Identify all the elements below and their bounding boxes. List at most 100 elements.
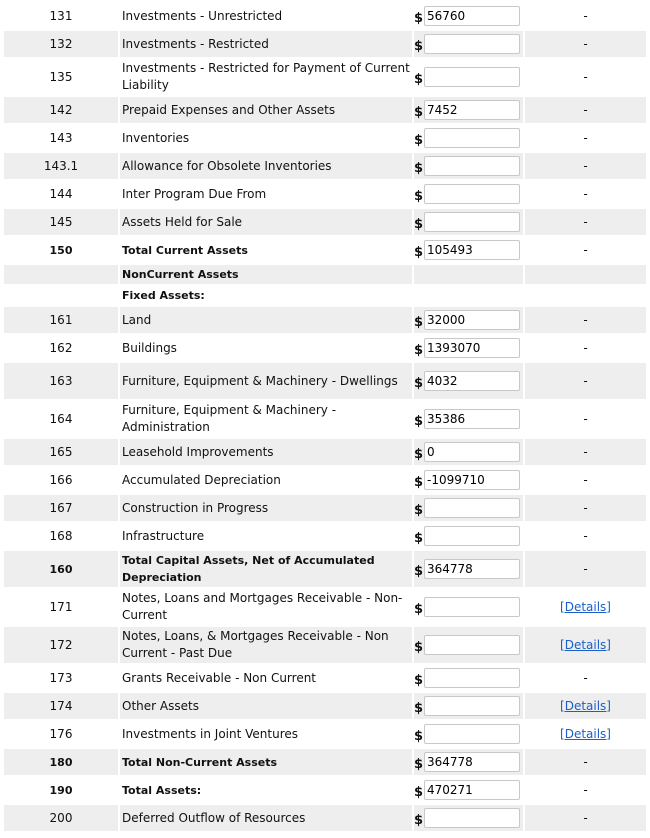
line-code: 167 [4,495,118,521]
dollar-sign: $ [414,446,424,462]
line-label: Assets Held for Sale [120,209,412,235]
action-cell: - [525,237,646,263]
amount-input[interactable] [424,635,520,655]
line-code: 160 [4,551,118,587]
amount-cell: $ [414,589,523,625]
amount-input[interactable] [424,724,520,744]
action-cell: - [525,153,646,179]
details-link[interactable]: [Details] [560,600,611,614]
amount-input[interactable] [424,67,520,87]
amount-input[interactable] [424,808,520,828]
amount-input[interactable] [424,498,520,518]
amount-input[interactable] [424,240,520,260]
action-cell: - [525,363,646,399]
dollar-sign: $ [414,474,424,490]
table-row: 171 Notes, Loans and Mortgages Receivable… [4,589,646,625]
amount-cell: $ [414,181,523,207]
amount-cell: $ [414,439,523,465]
amount-input[interactable] [424,184,520,204]
line-code: 166 [49,473,73,487]
line-label: Accumulated Depreciation [122,472,281,487]
table-row: 150 Total Current Assets $ - [4,237,646,263]
amount-input[interactable] [424,310,520,330]
empty-cell [414,265,523,284]
amount-cell: $ [414,495,523,521]
amount-input[interactable] [424,752,520,772]
action-cell: - [525,401,646,437]
action-cell: [Details] [525,627,646,663]
dollar-sign: $ [414,375,424,391]
amount-cell: $ [414,307,523,333]
details-link[interactable]: [Details] [560,638,611,652]
table-row: 167 Construction in Progress $ - [4,495,646,521]
line-code: 168 [49,529,73,543]
table-row: 131 Investments - Unrestricted $ - [4,3,646,29]
amount-input[interactable] [424,212,520,232]
amount-input[interactable] [424,696,520,716]
details-link[interactable]: [Details] [560,699,611,713]
line-label: Grants Receivable - Non Current [122,670,317,685]
no-action-dash: - [583,671,588,685]
dollar-sign: $ [414,563,424,579]
action-cell: [Details] [525,693,646,719]
table-row: 174 Other Assets $ [Details] [4,693,646,719]
amount-cell: $ [414,59,523,95]
amount-input[interactable] [424,409,520,429]
line-code: 143.1 [4,153,118,179]
amount-input[interactable] [424,559,520,579]
table-row: 135 Investments - Restricted for Payment … [4,59,646,95]
details-link[interactable]: [Details] [560,727,611,741]
line-label: Leasehold Improvements [120,439,412,465]
amount-input[interactable] [424,526,520,546]
amount-input[interactable] [424,156,520,176]
action-cell: - [525,551,646,587]
no-action-dash: - [583,103,588,117]
amount-cell: $ [414,627,523,663]
action-cell: - [525,3,646,29]
amount-cell: $ [414,665,523,691]
action-cell: - [525,777,646,803]
line-label: Buildings [122,340,177,355]
line-code: 145 [4,209,118,235]
no-action-dash: - [583,215,588,229]
amount-input[interactable] [424,338,520,358]
amount-input[interactable] [424,34,520,54]
amount-cell: $ [414,805,523,831]
no-action-dash: - [583,412,588,426]
line-label: Furniture, Equipment & Machinery - Dwell… [120,363,412,399]
amount-input[interactable] [424,780,520,800]
dollar-sign: $ [414,342,424,358]
line-label: Investments - Unrestricted [122,8,283,23]
amount-cell: $ [414,749,523,775]
amount-cell: $ [414,209,523,235]
table-row: 143.1 Allowance for Obsolete Inventories $… [4,153,646,179]
amount-cell: $ [414,31,523,57]
amount-input[interactable] [424,668,520,688]
amount-input[interactable] [424,128,520,148]
amount-input[interactable] [424,6,520,26]
line-code: 165 [4,439,118,465]
amount-input[interactable] [424,470,520,490]
line-label: Construction in Progress [120,495,412,521]
no-action-dash: - [583,562,588,576]
line-code: 200 [4,805,118,831]
no-action-dash: - [583,501,588,515]
action-cell: [Details] [525,589,646,625]
amount-input[interactable] [424,597,520,617]
line-label: Prepaid Expenses and Other Assets [120,97,412,123]
amount-cell: $ [414,401,523,437]
amount-input[interactable] [424,442,520,462]
amount-input[interactable] [424,371,520,391]
action-cell: [Details] [525,721,646,747]
line-label: Deferred Outflow of Resources [120,805,412,831]
dollar-sign: $ [414,10,424,26]
amount-input[interactable] [424,100,520,120]
no-action-dash: - [583,529,588,543]
dollar-sign: $ [414,188,424,204]
amount-cell: $ [414,777,523,803]
amount-cell: $ [414,721,523,747]
table-row: 172 Notes, Loans, & Mortgages Receivable … [4,627,646,663]
line-label: Total Current Assets [122,243,248,257]
table-row: 173 Grants Receivable - Non Current $ - [4,665,646,691]
